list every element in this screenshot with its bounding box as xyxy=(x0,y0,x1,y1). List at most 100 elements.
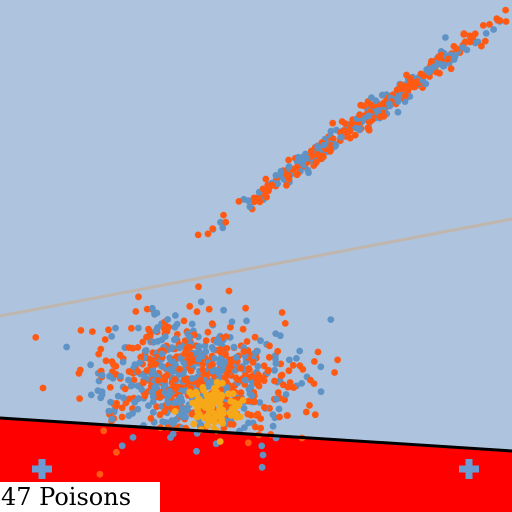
scatter-point xyxy=(352,124,360,132)
scatter-point xyxy=(276,413,283,421)
scatter-point xyxy=(128,381,136,389)
scatter-point xyxy=(181,350,189,358)
scatter-point xyxy=(314,348,322,356)
scatter-point xyxy=(244,410,252,418)
scatter-point xyxy=(117,373,124,380)
scatter-point xyxy=(326,147,334,155)
scatter-point xyxy=(436,69,443,77)
scatter-point xyxy=(211,366,219,374)
scatter-point xyxy=(150,369,157,377)
scatter-point xyxy=(190,420,198,428)
scatter-point xyxy=(113,448,120,456)
scatter-point xyxy=(285,156,292,164)
scatter-point xyxy=(406,80,413,88)
scatter-point xyxy=(245,419,252,427)
scatter-point xyxy=(365,112,373,120)
scatter-point xyxy=(222,218,230,226)
scatter-point xyxy=(75,369,83,377)
scatter-point xyxy=(459,44,467,51)
scatter-point xyxy=(203,391,211,399)
scatter-point xyxy=(195,355,202,363)
scatter-point xyxy=(447,65,455,73)
scatter-point xyxy=(137,353,145,361)
scatter-point xyxy=(223,345,231,352)
plus-icon[interactable] xyxy=(459,459,479,479)
scatter-point xyxy=(187,367,195,375)
scatter-point xyxy=(258,463,266,471)
scatter-point xyxy=(141,347,149,355)
scatter-point xyxy=(209,390,217,398)
scatter-point xyxy=(254,371,262,379)
scatter-point xyxy=(153,309,161,317)
scatter-point xyxy=(95,350,103,358)
scatter-point xyxy=(254,362,262,370)
scatter-point xyxy=(278,309,286,316)
scatter-point xyxy=(203,415,211,422)
scatter-point xyxy=(134,344,142,351)
scatter-point xyxy=(134,405,142,413)
scatter-point xyxy=(96,470,104,478)
scatter-point xyxy=(479,22,487,29)
scatter-point xyxy=(289,361,297,369)
scatter-point xyxy=(329,135,337,143)
scatter-point xyxy=(318,155,325,163)
scatter-point xyxy=(247,383,255,391)
scatter-point xyxy=(188,375,196,382)
scatter-point xyxy=(220,211,227,219)
scatter-point xyxy=(173,320,181,328)
scatter-point xyxy=(303,155,311,162)
scatter-point xyxy=(145,402,152,409)
scatter-point xyxy=(502,6,509,14)
scatter-point xyxy=(188,391,196,399)
scatter-point xyxy=(176,365,184,373)
scatter-point xyxy=(373,107,381,114)
scatter-point xyxy=(147,415,155,422)
scatter-point xyxy=(258,442,266,450)
scatter-point xyxy=(261,404,268,411)
scatter-point xyxy=(307,147,315,155)
scatter-point xyxy=(277,360,285,368)
scatter-point xyxy=(299,159,307,166)
scatter-point xyxy=(188,410,196,418)
scatter-point xyxy=(466,38,474,46)
scatter-point xyxy=(272,395,280,403)
scatter-point xyxy=(220,306,228,314)
scatter-point xyxy=(87,391,95,399)
scatter-point xyxy=(124,376,132,384)
scatter-point xyxy=(293,163,301,171)
scatter-point xyxy=(32,334,40,341)
scatter-point xyxy=(143,367,151,374)
scatter-point xyxy=(182,413,190,421)
scatter-point xyxy=(331,369,338,376)
scatter-point xyxy=(129,405,136,412)
scatter-point xyxy=(296,347,304,355)
scatter-point xyxy=(167,434,174,441)
scatter-point xyxy=(256,399,264,406)
scatter-point xyxy=(246,390,254,398)
scatter-point xyxy=(105,326,112,334)
scatter-point xyxy=(272,360,280,367)
scatter-point xyxy=(263,193,270,201)
scatter-point xyxy=(219,224,227,232)
scatter-point xyxy=(285,163,293,170)
scatter-point xyxy=(112,402,120,410)
scatter-point xyxy=(118,442,126,450)
scatter-point xyxy=(262,175,270,183)
scatter-point xyxy=(187,351,194,359)
scatter-point xyxy=(194,231,202,239)
scatter-point xyxy=(272,172,280,179)
scatter-point xyxy=(171,408,179,415)
scatter-point xyxy=(260,362,268,370)
boundary-line xyxy=(0,416,512,453)
scatter-point xyxy=(229,390,237,397)
scatter-point xyxy=(138,386,146,393)
scatter-point xyxy=(201,404,209,411)
scatter-point xyxy=(225,287,233,295)
scatter-point xyxy=(162,419,170,426)
scatter-point xyxy=(245,365,253,372)
scatter-point xyxy=(241,376,249,384)
plus-icon[interactable] xyxy=(32,459,52,479)
scatter-point xyxy=(244,439,252,447)
